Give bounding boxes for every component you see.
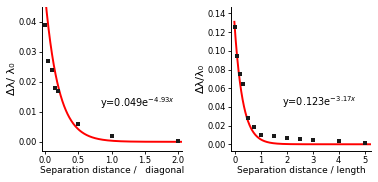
Point <box>271 134 277 137</box>
Point <box>45 60 51 62</box>
Point <box>284 136 290 139</box>
Point <box>55 89 61 92</box>
Point <box>52 86 58 89</box>
Y-axis label: Δλ/ λ₀: Δλ/ λ₀ <box>7 63 17 95</box>
Point <box>310 138 316 141</box>
Y-axis label: Δλ/λ₀: Δλ/λ₀ <box>196 64 206 93</box>
Point <box>361 142 367 145</box>
Point <box>251 125 257 128</box>
Point <box>234 54 240 57</box>
Point <box>240 82 246 85</box>
Point <box>336 140 342 143</box>
Point <box>49 68 55 71</box>
Point <box>75 122 81 125</box>
X-axis label: Separation distance /   diagonal: Separation distance / diagonal <box>40 166 184 175</box>
Point <box>232 26 238 29</box>
Point <box>297 137 303 140</box>
Point <box>42 23 48 26</box>
Point <box>258 133 264 136</box>
Point <box>109 134 115 137</box>
Point <box>237 73 243 76</box>
Text: y=0.049e$^{-4.93x}$: y=0.049e$^{-4.93x}$ <box>100 95 175 111</box>
Text: y=0.123e$^{-3.17x}$: y=0.123e$^{-3.17x}$ <box>282 94 356 110</box>
X-axis label: Separation distance / length: Separation distance / length <box>237 166 366 175</box>
Point <box>245 117 251 120</box>
Point <box>175 139 181 142</box>
